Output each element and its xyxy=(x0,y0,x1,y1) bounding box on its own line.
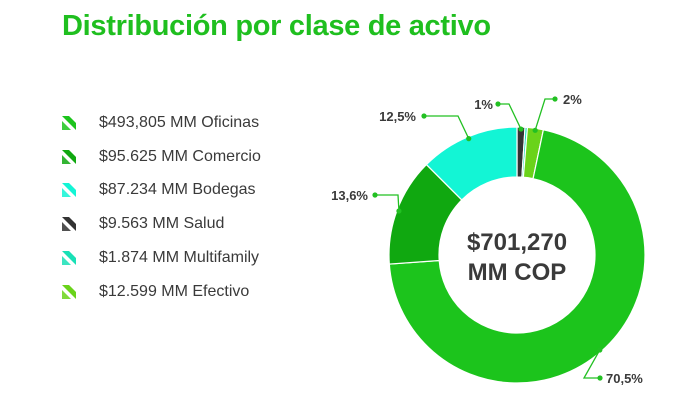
donut-slice-oficinas xyxy=(388,129,646,384)
legend-label: $12.599 MM Efectivo xyxy=(99,282,250,300)
legend-item: $1.874 MM Multifamily xyxy=(62,247,259,269)
callout-line xyxy=(424,115,470,139)
callout-dot xyxy=(597,375,603,381)
bodegas-icon xyxy=(62,183,76,198)
legend-item: $12.599 MM Efectivo xyxy=(62,281,249,303)
data-label-oficinas: 70,5% xyxy=(606,371,643,386)
callout-dot xyxy=(421,113,427,119)
legend-label: $95.625 MM Comercio xyxy=(99,147,261,165)
callout-line xyxy=(498,103,522,130)
callout-dot xyxy=(466,136,472,142)
legend-label: $87.234 MM Bodegas xyxy=(99,181,256,199)
donut-slice-bodegas xyxy=(425,126,518,201)
page-title: Distribución por clase de activo xyxy=(62,10,491,42)
data-label-efectivo: 2% xyxy=(563,92,582,107)
oficinas-icon xyxy=(62,116,76,130)
legend-label: $493,805 MM Oficinas xyxy=(99,114,260,131)
callout-dot xyxy=(532,127,538,133)
callout-dot xyxy=(597,347,603,353)
data-label-salud: 1% xyxy=(474,97,493,112)
callout-line xyxy=(375,194,400,212)
legend-label: $1.874 MM Multifamily xyxy=(99,248,260,266)
callout-dot xyxy=(552,96,558,102)
efectivo-icon xyxy=(62,284,76,299)
multifamily-icon xyxy=(62,250,76,265)
legend-item: $87.234 MM Bodegas xyxy=(62,179,256,201)
callout-dot xyxy=(495,101,501,107)
callout-line xyxy=(582,349,601,379)
callout-dot xyxy=(518,126,524,132)
center-total-unit: MM COP xyxy=(468,259,567,286)
legend-item: $493,805 MM Oficinas xyxy=(62,112,259,134)
data-label-comercio: 13,6% xyxy=(331,188,368,203)
legend-item: $9.563 MM Salud xyxy=(62,213,224,235)
callout-dot xyxy=(396,208,402,214)
legend-item: $95.625 MM Comercio xyxy=(62,146,261,168)
center-total-value: $701,270 xyxy=(467,229,567,256)
salud-icon xyxy=(62,217,76,232)
data-label-bodegas: 12,5% xyxy=(379,109,416,124)
callout-line xyxy=(534,98,555,131)
legend-label: $9.563 MM Salud xyxy=(99,215,225,233)
comercio-icon xyxy=(62,149,76,164)
callout-dot xyxy=(372,192,378,198)
